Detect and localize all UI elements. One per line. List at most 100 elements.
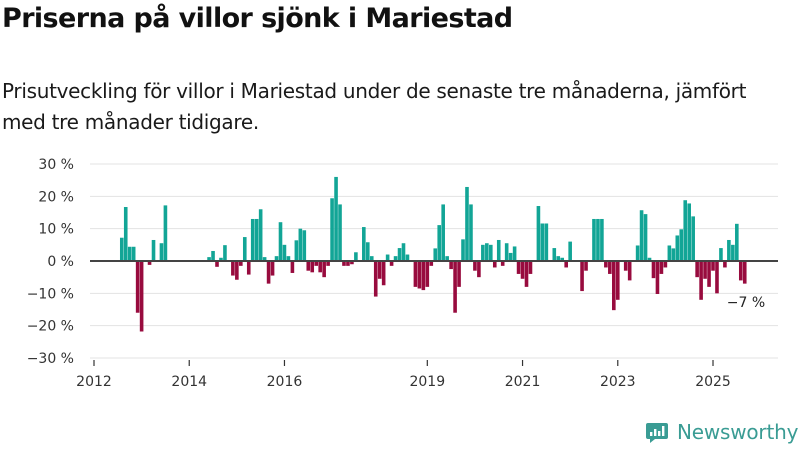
- bar: [342, 261, 346, 266]
- bar: [453, 261, 457, 313]
- y-tick-label: 0 %: [47, 254, 74, 270]
- bar: [635, 245, 640, 261]
- bar: [365, 242, 370, 261]
- x-tick-label: 2016: [267, 374, 303, 390]
- bar: [306, 261, 311, 271]
- bar: [127, 246, 132, 261]
- bar: [536, 206, 541, 261]
- bar: [675, 235, 680, 261]
- bar: [667, 245, 672, 261]
- y-tick-label: 20 %: [38, 189, 74, 205]
- bar: [302, 230, 307, 261]
- bar: [516, 261, 521, 274]
- bar: [433, 248, 438, 261]
- bar: [437, 225, 442, 261]
- bar: [413, 261, 418, 287]
- bar: [592, 218, 596, 261]
- bar: [207, 257, 211, 261]
- bar: [639, 210, 644, 261]
- bar: [262, 257, 267, 261]
- y-axis-labels: 30 % 20 % 10 % 0 % −10 % −20 % −30 %: [27, 157, 74, 367]
- bar: [596, 218, 600, 261]
- bar: [504, 243, 509, 261]
- bar: [540, 223, 545, 261]
- bar: [151, 239, 156, 261]
- bar: [270, 261, 275, 276]
- bar: [429, 261, 434, 266]
- bar: [496, 239, 501, 261]
- bar: [679, 229, 684, 261]
- bar: [695, 261, 699, 278]
- bar: [346, 261, 350, 266]
- x-tick-label: 2021: [505, 374, 541, 390]
- bar: [246, 261, 251, 275]
- bar: [719, 248, 723, 261]
- bar: [512, 246, 517, 261]
- bar: [615, 261, 620, 300]
- bar: [711, 261, 715, 271]
- bar: [671, 248, 676, 261]
- bar: [469, 204, 473, 261]
- bar: [473, 261, 477, 271]
- bar: [294, 240, 299, 261]
- bar: [286, 256, 291, 261]
- bar: [362, 227, 366, 261]
- bar: [643, 214, 648, 261]
- x-tick-label: 2019: [409, 374, 445, 390]
- newsworthy-logo-icon: [646, 423, 668, 443]
- bar: [731, 244, 735, 261]
- bar: [461, 239, 465, 261]
- bar: [330, 198, 334, 261]
- bar: [727, 239, 731, 261]
- bar: [147, 261, 152, 265]
- bar: [290, 261, 295, 273]
- bar: [723, 261, 727, 268]
- bar: [389, 261, 394, 266]
- bar: [485, 243, 489, 261]
- bar: [623, 261, 628, 271]
- bar: [584, 261, 588, 271]
- y-tick-label: −30 %: [27, 351, 74, 367]
- bar: [687, 203, 691, 261]
- bar: [647, 257, 652, 261]
- bar: [552, 248, 557, 261]
- bar: [417, 261, 422, 289]
- chart-subtitle: Prisutveckling för villor i Mariestad un…: [2, 79, 747, 134]
- bar: [568, 241, 572, 261]
- bar: [163, 205, 168, 261]
- bar: [215, 261, 219, 267]
- bar: [520, 261, 525, 279]
- newsworthy-brand: Newsworthy: [645, 420, 798, 444]
- bar: [385, 254, 390, 261]
- bar: [139, 261, 144, 332]
- bar: [231, 261, 235, 276]
- bar: [608, 261, 612, 274]
- bar: [322, 261, 326, 278]
- bar: [326, 261, 330, 266]
- bar: [377, 261, 382, 279]
- x-tick-label: 2014: [171, 374, 207, 390]
- bar: [612, 261, 616, 311]
- bar: [477, 261, 481, 278]
- bar: [663, 261, 668, 268]
- bar: [564, 261, 568, 268]
- bar: [508, 252, 513, 261]
- bar: [223, 245, 227, 261]
- bar: [393, 256, 398, 261]
- y-tick-label: 30 %: [38, 157, 74, 173]
- bar: [239, 261, 243, 266]
- bar: [397, 248, 402, 261]
- bar: [354, 252, 358, 261]
- bar: [600, 218, 604, 261]
- bar: [131, 246, 136, 261]
- bar: [659, 261, 664, 274]
- bar: [544, 223, 549, 261]
- bar: [266, 261, 271, 284]
- x-tick-label: 2025: [695, 374, 731, 390]
- y-tick-label: 10 %: [38, 222, 74, 238]
- x-tick-label: 2012: [76, 374, 112, 390]
- bar: [528, 261, 533, 274]
- bar: [282, 244, 287, 261]
- bar: [381, 261, 386, 286]
- bars: [119, 176, 747, 332]
